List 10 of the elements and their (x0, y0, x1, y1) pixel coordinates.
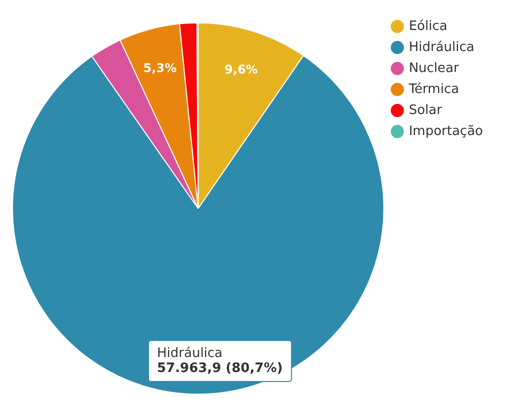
legend-label: Hidráulica (408, 40, 474, 55)
data-label: 9,6% (224, 62, 258, 76)
text: Hidráulica (157, 346, 224, 361)
legend-label: Térmica (408, 82, 460, 97)
legend-label: Solar (408, 102, 443, 118)
data-label: 5,3% (143, 60, 177, 75)
legend-label: Importação (408, 124, 484, 139)
legend-label: Nuclear (408, 60, 460, 76)
legend-label: Eólica (408, 18, 448, 34)
text: 57.963,9 (80,7%) (157, 361, 283, 376)
